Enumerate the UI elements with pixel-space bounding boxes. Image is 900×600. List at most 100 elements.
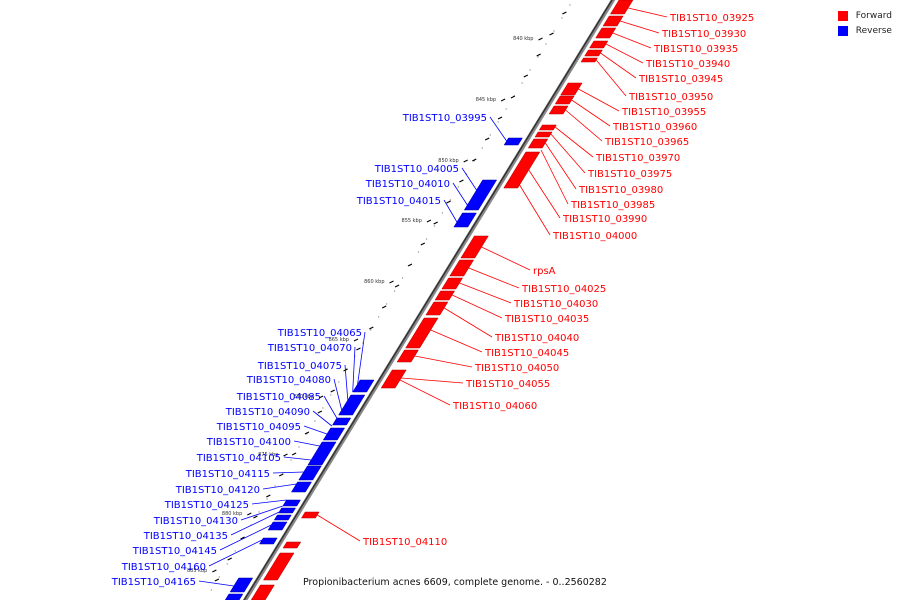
reverse-gene-block [259,537,278,545]
guide-dot [370,329,372,331]
guide-dot [338,381,340,383]
forward-gene-label: TIB1ST10_04025 [521,284,606,295]
forward-gene-block [534,131,553,138]
legend-reverse: Reverse [837,23,892,38]
reverse-leader-line [262,483,297,490]
forward-leader-line [554,126,594,158]
guide-dot [553,30,555,32]
reverse-leader-line [333,378,343,411]
legend: Forward Reverse [837,8,892,38]
kbp-tick [538,37,543,41]
tick-mark [253,515,258,519]
tick-mark [381,305,387,309]
tick-mark [317,410,323,414]
reverse-leader-line [272,471,304,474]
forward-gene-label: TIB1ST10_04055 [465,379,550,390]
forward-leader-line [600,52,637,79]
forward-gene-label: TIB1ST10_04110 [362,537,447,548]
reverse-gene-label: TIB1ST10_04075 [257,361,342,372]
kbp-tick [212,569,217,573]
reverse-leader-line [283,456,312,461]
reverse-gene-label: TIB1ST10_04135 [143,531,228,542]
forward-gene-block [434,290,456,301]
reverse-leader-line [240,505,283,521]
backbone-line [243,0,613,600]
reverse-leader-line [230,511,280,536]
tick-mark [562,11,567,15]
reverse-gene-label: TIB1ST10_04085 [236,392,321,403]
guide-dot [529,69,531,71]
guide-dot [314,420,316,422]
reverse-gene-label: TIB1ST10_04015 [356,196,441,207]
forward-leader-line [443,307,493,338]
forward-gene-block [250,584,275,600]
forward-gene-block [460,235,489,259]
tick-mark [446,200,451,204]
forward-swatch [837,10,848,21]
forward-gene-label: TIB1ST10_03955 [621,107,706,118]
forward-gene-label: TIB1ST10_03965 [604,137,689,148]
forward-gene-label: TIB1ST10_03960 [612,122,697,133]
tick-mark [330,389,335,393]
reverse-gene-label: TIB1ST10_04145 [132,546,217,557]
kbp-tick-label: 885 kbp [187,568,207,574]
reverse-gene-label: TIB1ST10_04120 [175,485,260,496]
tick-mark [394,284,400,288]
reverse-gene-block [503,137,523,146]
forward-gene-label: TIB1ST10_03975 [587,169,672,180]
reverse-gene-block [224,593,244,600]
tick-mark [484,137,490,141]
reverse-gene-label: TIB1ST10_04160 [121,562,206,573]
guide-dot [226,563,228,565]
reverse-gene-label: TIB1ST10_04080 [246,375,331,386]
forward-leader-line [451,294,503,319]
forward-gene-label: TIB1ST10_04030 [513,299,598,310]
reverse-gene-block [282,499,301,507]
reverse-gene-label: TIB1ST10_04105 [196,453,281,464]
guide-dot [258,511,260,513]
reverse-gene-label: TIB1ST10_04100 [206,437,291,448]
forward-gene-label: TIB1ST10_03925 [669,13,754,24]
forward-leader-line [468,267,520,289]
reverse-gene-label: TIB1ST10_04095 [216,422,301,433]
forward-gene-block [589,40,609,49]
kbp-tick [426,219,432,223]
reverse-gene-label: TIB1ST10_04090 [225,407,310,418]
reverse-leader-line [357,331,366,385]
forward-gene-label: TIB1ST10_04035 [504,314,589,325]
guide-dot [377,316,380,318]
guide-dot [266,498,268,500]
forward-gene-block [584,49,603,57]
tick-mark [407,263,413,267]
forward-gene-block [263,552,295,581]
reverse-gene-block [332,417,352,426]
reverse-leader-line [461,167,477,191]
forward-gene-block [538,124,557,131]
reverse-leader-line [208,539,263,567]
tick-mark [523,74,529,78]
forward-leader-line [481,246,531,271]
reverse-gene-block [352,379,375,393]
legend-forward-label: Forward [855,10,892,21]
reverse-leader-line [312,410,333,427]
tick-mark [510,95,516,99]
map-caption: Propionibacterium acnes 6609, complete g… [303,577,607,588]
guide-dot [497,121,499,123]
forward-gene-label: TIB1ST10_03950 [628,92,713,103]
kbp-tick [318,395,324,399]
forward-leader-line [550,133,586,174]
forward-gene-block [602,15,624,27]
reverse-gene-block [267,521,288,531]
forward-gene-label: TIB1ST10_03930 [661,29,746,40]
forward-leader-line [595,59,627,97]
forward-leader-line [401,377,464,384]
forward-gene-label: TIB1ST10_03940 [645,59,730,70]
forward-gene-block [580,57,598,63]
guide-dot [505,108,507,110]
reverse-leader-line [323,395,338,419]
tick-mark [536,53,541,57]
kbp-tick-label: 870 kbp [294,394,314,400]
kbp-tick [247,512,252,516]
kbp-tick-label: 880 kbp [222,511,242,517]
guide-dot [521,82,523,84]
